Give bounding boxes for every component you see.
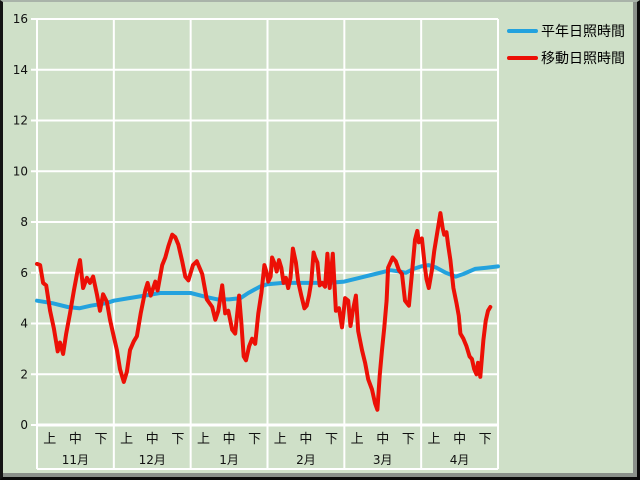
legend-item-normal-sunshine: 平年日照時間 <box>507 21 625 41</box>
normal-sunshine-line <box>35 263 500 311</box>
month-label: 11月 <box>62 453 89 467</box>
period-label: 中 <box>223 432 236 447</box>
y-tick-label: 0 <box>20 418 28 432</box>
period-label: 中 <box>453 432 466 447</box>
legend-swatch-moving-sunshine <box>507 56 538 60</box>
month-label: 2月 <box>296 453 316 467</box>
legend-item-moving-sunshine: 移動日照時間 <box>507 48 625 68</box>
period-label: 下 <box>95 432 108 447</box>
period-label: 上 <box>427 432 440 447</box>
y-tick-label: 8 <box>20 215 28 229</box>
period-label: 下 <box>171 432 184 447</box>
legend-label-normal-sunshine: 平年日照時間 <box>541 24 625 40</box>
month-label: 4月 <box>450 453 470 467</box>
period-label: 中 <box>146 432 159 447</box>
y-tick-label: 2 <box>20 367 28 381</box>
y-tick-label: 10 <box>13 164 28 178</box>
month-label: 3月 <box>373 453 393 467</box>
period-label: 下 <box>248 432 261 447</box>
period-label: 上 <box>197 432 210 447</box>
sunshine-chart-plot: 0246810121416上中下11月上中下12月上中下1月上中下2月上中下3月… <box>13 12 500 470</box>
period-label: 下 <box>479 432 492 447</box>
legend: 平年日照時間 移動日照時間 <box>507 21 625 68</box>
period-label: 中 <box>299 432 312 447</box>
period-label: 上 <box>274 432 287 447</box>
legend-label-moving-sunshine: 移動日照時間 <box>541 51 625 67</box>
y-tick-label: 14 <box>13 63 28 77</box>
moving-sunshine-line <box>35 211 493 412</box>
period-label: 下 <box>325 432 338 447</box>
y-tick-label: 16 <box>13 12 28 26</box>
period-label: 上 <box>43 432 56 447</box>
period-label: 下 <box>402 432 415 447</box>
period-label: 中 <box>69 432 82 447</box>
y-tick-label: 6 <box>20 266 28 280</box>
y-tick-label: 4 <box>20 317 28 331</box>
month-label: 1月 <box>219 453 239 467</box>
period-label: 上 <box>120 432 133 447</box>
legend-swatch-normal-sunshine <box>507 29 538 33</box>
month-label: 12月 <box>139 453 166 467</box>
period-label: 中 <box>376 432 389 447</box>
y-tick-label: 12 <box>13 114 28 128</box>
period-label: 上 <box>351 432 364 447</box>
